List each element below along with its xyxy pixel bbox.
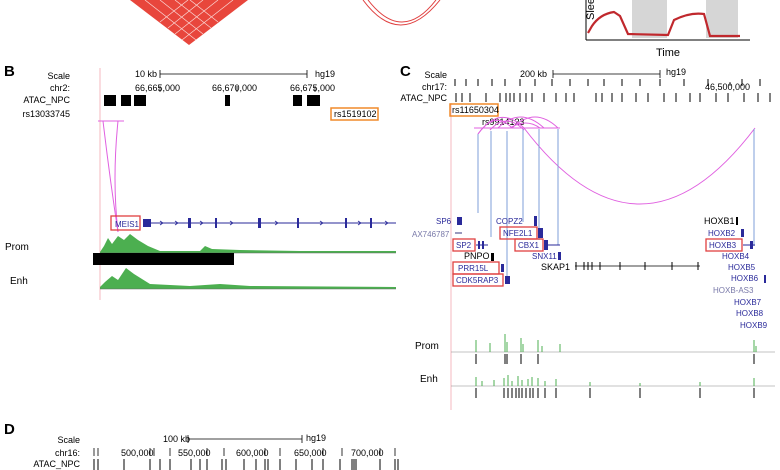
coord-3: 66,675,000 [290,83,335,93]
chrom-label: chr2: [50,83,70,93]
scale-label: Scale [47,71,70,81]
gene-hoxb4: HOXB4 [722,252,750,261]
atac-label: ATAC_NPC [400,93,447,103]
gene-hoxb8: HOXB8 [736,309,764,318]
prom-signal [475,334,757,352]
enh-label: Enh [10,276,28,287]
gene-prr15l: PRR15L [458,264,489,273]
coord-4: 650,000 [294,448,327,458]
coord-2: 550,000 [178,448,211,458]
panel-letter-b: B [4,63,15,80]
gene-hoxb-as3: HOXB-AS3 [713,286,754,295]
coord-1: 46,500,000 [705,82,750,92]
gene-hoxb6: HOXB6 [731,274,759,283]
scale-value: 100 kb [163,434,190,444]
gene-skap1: SKAP1 [541,262,570,272]
chrom-label: chr16: [55,448,80,458]
heatmap-triangle [130,0,248,45]
gene-copz2: COPZ2 [496,217,523,226]
enh-peaks [475,388,755,398]
chrom-label: chr17: [422,82,447,92]
panel-d: D Scale 100 kb hg19 chr16: 500,000 550,0… [4,421,399,470]
enh-label: Enh [420,374,438,385]
coord-1: 500,000 [121,448,154,458]
enh-signal [475,375,755,386]
coord-5: 700,000 [351,448,384,458]
link-lines [477,129,755,282]
atac-peaks [93,459,399,470]
circle-arcs [362,0,441,26]
gene-model-skap1 [575,262,700,270]
scale-value: 10 kb [135,69,157,79]
snp-label: rs13033745 [22,109,70,119]
enh-black-bar [93,253,234,265]
gene-ax746787: AX746787 [412,230,450,239]
gene-hoxb9: HOXB9 [740,321,768,330]
coord-3: 600,000 [236,448,269,458]
gene-cdk5rap3: CDK5RAP3 [456,276,499,285]
snp-right-label: rs1519102 [334,109,377,119]
prom-signal [100,234,396,253]
prom-peaks [475,354,755,364]
gene-model-meis1 [143,218,396,228]
gene-sp2: SP2 [456,241,472,250]
atac-peaks [104,95,320,106]
prom-label: Prom [5,242,29,253]
prom-label: Prom [415,341,439,352]
panel-letter-d: D [4,421,15,438]
coord-1: 66,665,000 [135,83,180,93]
coord-2: 66,670,000 [212,83,257,93]
scale-label: Scale [424,70,447,80]
scale-value: 200 kb [520,69,547,79]
assembly-label: hg19 [666,67,686,77]
atac-label: ATAC_NPC [33,459,80,469]
loop-arcs [474,116,756,205]
gene-hoxb3: HOXB3 [709,241,737,250]
atac-label: ATAC_NPC [23,95,70,105]
gene-meis1: MEIS1 [115,220,140,229]
atac-peaks [454,79,771,102]
y-axis-title: Sleep [585,0,597,20]
x-axis-title: Time [656,47,680,59]
gene-hoxb1: HOXB1 [704,216,735,226]
assembly-label: hg19 [315,69,335,79]
gene-pnpo: PNPO [464,251,490,261]
panel-letter-c: C [400,63,411,80]
gene-cbx1: CBX1 [518,241,539,250]
assembly-label: hg19 [306,433,326,443]
gene-nfe2l1: NFE2L1 [503,229,533,238]
panel-b: B Scale 10 kb hg19 chr2: 66,665,000 66,6… [4,63,396,300]
gene-sp6: SP6 [436,217,452,226]
panel-c: C Scale 200 kb hg19 chr17: 46,500,000 AT… [400,63,775,410]
snp-boxed: rs11650304 [452,105,499,115]
gene-snx11: SNX11 [532,252,557,261]
loop-arc [98,120,124,233]
gene-hoxb2: HOXB2 [708,229,736,238]
enh-signal [100,268,396,289]
gene-hoxb5: HOXB5 [728,263,756,272]
scale-label: Scale [57,435,80,445]
gene-hoxb7: HOXB7 [734,298,762,307]
sleep-plot: Sleep Time [585,0,750,59]
